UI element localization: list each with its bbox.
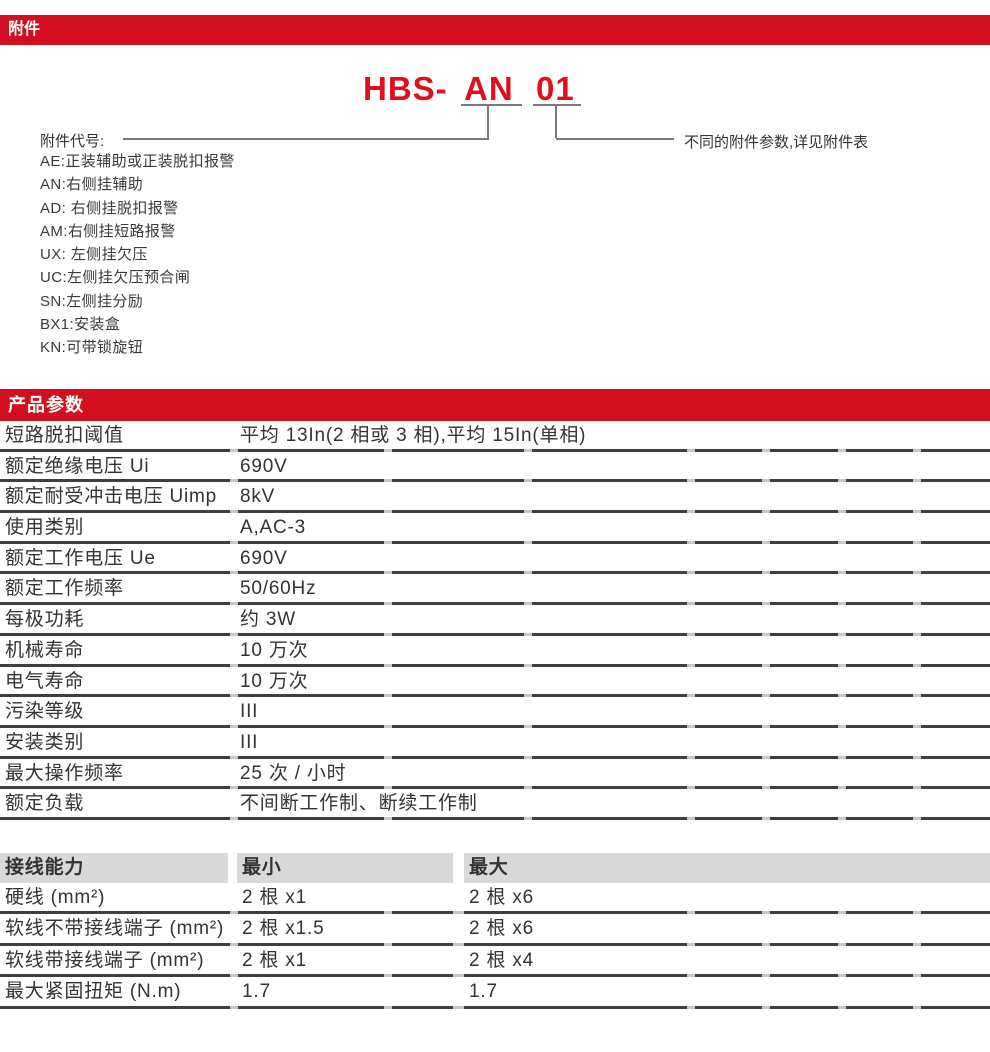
param-value: 690V [240,455,288,477]
connector-line-variant-vertical [555,106,557,138]
section-header-product-params: 产品参数 [0,389,990,421]
param-row: 额定负载 不间断工作制、断续工作制 [0,789,990,820]
param-row: 最大操作频率 25 次 / 小时 [0,759,990,790]
param-label: 额定耐受冲击电压 Uimp [5,486,218,508]
connector-line-code-vertical [487,106,489,138]
wiring-row-max: 1.7 [469,981,498,1003]
param-value: 10 万次 [240,670,309,692]
param-value: III [240,731,259,753]
model-variant-number: 01 [536,70,575,107]
param-row: 额定工作电压 Ue 690V [0,544,990,575]
param-label: 电气寿命 [5,670,85,692]
param-label: 额定工作频率 [5,578,124,600]
param-value: III [240,701,259,723]
wiring-row: 最大紧固扭矩 (N.m) 1.7 1.7 [0,977,990,1009]
section-title-accessories: 附件 [8,21,41,38]
connector-line-code-horizontal [123,138,489,140]
param-row: 每极功耗 约 3W [0,605,990,636]
wiring-row-max: 2 根 x6 [469,887,534,908]
accessory-code-item: UC:左侧挂欠压预合闸 [40,269,191,287]
param-value: 不间断工作制、断续工作制 [240,793,478,815]
param-row: 电气寿命 10 万次 [0,667,990,698]
param-value: 约 3W [240,609,296,631]
param-row: 短路脱扣阈值 平均 13In(2 相或 3 相),平均 15In(单相) [0,421,990,452]
param-row: 污染等级 III [0,697,990,728]
model-prefix: HBS- [363,70,448,107]
param-value: 8kV [240,486,276,508]
accessory-code-item: AD: 右侧挂脱扣报警 [40,199,179,217]
accessory-code-item: BX1:安装盒 [40,316,121,334]
wiring-row-min: 2 根 x1 [242,949,307,971]
wiring-row-min: 2 根 x1 [242,887,307,908]
accessory-code-item: AE:正装辅助或正装脱扣报警 [40,153,235,170]
wiring-header-min: 最小 [242,857,282,878]
param-label: 污染等级 [5,701,85,723]
param-label: 机械寿命 [5,639,85,661]
param-value: A,AC-3 [240,517,307,539]
connector-line-variant-horizontal [556,138,674,140]
param-row: 使用类别 A,AC-3 [0,513,990,544]
model-accessory-code: AN [464,70,514,107]
product-params-table: 短路脱扣阈值 平均 13In(2 相或 3 相),平均 15In(单相) 额定绝… [0,421,990,820]
param-value: 10 万次 [240,639,309,661]
param-value: 平均 13In(2 相或 3 相),平均 15In(单相) [240,425,587,446]
param-label: 额定绝缘电压 Ui [5,455,150,477]
wiring-row: 软线不带接线端子 (mm²) 2 根 x1.5 2 根 x6 [0,914,990,947]
accessory-code-item: SN:左侧挂分励 [40,292,144,310]
param-value: 25 次 / 小时 [240,762,347,784]
accessory-codes-label: 附件代号: [40,133,105,150]
param-row: 额定工作频率 50/60Hz [0,574,990,605]
wiring-row: 硬线 (mm²) 2 根 x1 2 根 x6 [0,883,990,915]
accessory-code-item: AM:右侧挂短路报警 [40,222,176,240]
param-label: 额定工作电压 Ue [5,547,156,569]
accessory-code-item: KN:可带锁旋钮 [40,339,144,357]
wiring-row-label: 硬线 (mm²) [5,887,106,908]
param-row: 额定绝缘电压 Ui 690V [0,452,990,483]
wiring-table-header: 接线能力 最小 最大 [0,853,990,883]
wiring-row-label: 最大紧固扭矩 (N.m) [5,981,182,1003]
wiring-row-label: 软线带接线端子 (mm²) [5,949,205,971]
wiring-header-max: 最大 [469,857,509,878]
param-row: 安装类别 III [0,728,990,759]
variant-note: 不同的附件参数,详见附件表 [684,134,869,151]
accessory-code-item: AN:右侧挂辅助 [40,176,144,194]
param-value: 50/60Hz [240,578,317,600]
param-label: 使用类别 [5,517,85,539]
underline-variant-number [533,104,581,106]
param-row: 额定耐受冲击电压 Uimp 8kV [0,482,990,513]
accessory-code-item: UX: 左侧挂欠压 [40,246,148,264]
section-header-accessories: 附件 [0,15,990,45]
wiring-table: 硬线 (mm²) 2 根 x1 2 根 x6 软线不带接线端子 (mm²) 2 … [0,883,990,1009]
param-value: 690V [240,547,288,569]
wiring-row-max: 2 根 x4 [469,949,534,971]
accessory-codes-list: AE:正装辅助或正装脱扣报警 AN:右侧挂辅助 AD: 右侧挂脱扣报警 AM:右… [40,150,235,360]
wiring-row-min: 2 根 x1.5 [242,918,325,940]
underline-accessory-code [461,104,522,106]
param-label: 每极功耗 [5,609,85,631]
param-label: 最大操作频率 [5,762,124,784]
param-label: 安装类别 [5,731,85,753]
param-row: 机械寿命 10 万次 [0,636,990,667]
section-title-product-params: 产品参数 [8,395,84,415]
wiring-row: 软线带接线端子 (mm²) 2 根 x1 2 根 x4 [0,946,990,978]
wiring-header-name: 接线能力 [5,857,85,878]
wiring-row-max: 2 根 x6 [469,918,534,940]
param-label: 短路脱扣阈值 [5,425,124,446]
wiring-row-label: 软线不带接线端子 (mm²) [5,918,225,940]
param-label: 额定负载 [5,793,85,815]
wiring-row-min: 1.7 [242,981,271,1003]
